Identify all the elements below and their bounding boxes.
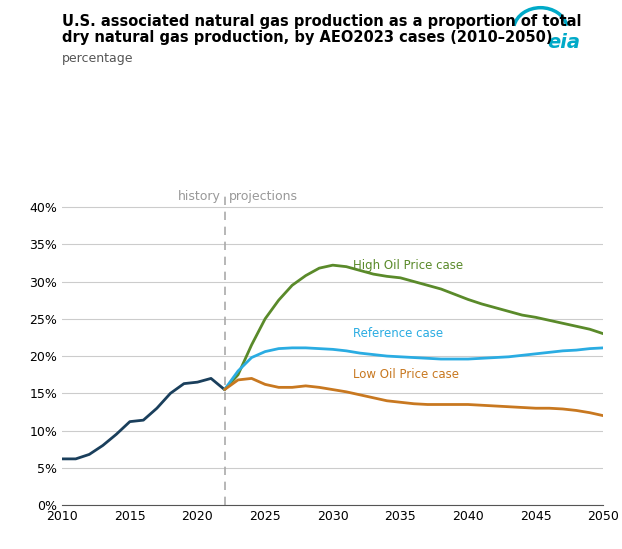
Text: High Oil Price case: High Oil Price case [353,259,463,272]
Text: Reference case: Reference case [353,327,443,340]
Text: projections: projections [229,191,297,203]
Text: Low Oil Price case: Low Oil Price case [353,368,459,382]
Text: dry natural gas production, by AEO2023 cases (2010–2050): dry natural gas production, by AEO2023 c… [62,30,553,45]
Text: eia: eia [547,33,580,52]
Text: percentage: percentage [62,52,134,65]
Text: history: history [178,191,220,203]
Text: U.S. associated natural gas production as a proportion of total: U.S. associated natural gas production a… [62,14,582,29]
